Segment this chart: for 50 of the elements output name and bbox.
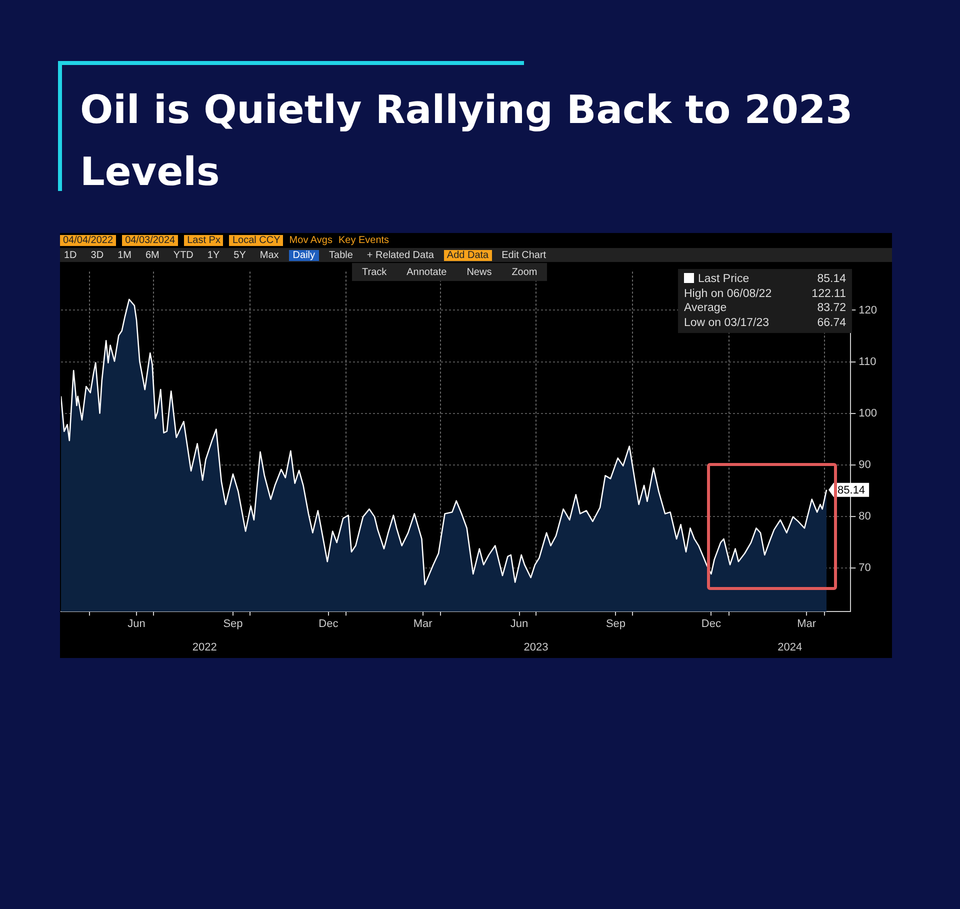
text: Key Events <box>338 235 390 246</box>
text: 1D <box>63 250 78 260</box>
annotation: Low on 03/17/23 <box>684 316 770 330</box>
text: 04/04/2022 <box>60 235 116 246</box>
x-tick-label: Jun <box>128 618 146 630</box>
text: Add Data <box>444 250 492 260</box>
text: 5Y <box>232 250 247 260</box>
annotation: News <box>466 266 493 278</box>
x-tick-label: Dec <box>701 618 722 630</box>
annotation: Track <box>361 266 388 278</box>
y-tick-label: 90 <box>858 458 871 471</box>
text: Max <box>258 250 280 260</box>
y-tick-label: 100 <box>858 407 878 420</box>
text: Mov Avgs <box>289 235 332 246</box>
text: + Related Data <box>366 250 435 260</box>
annotation: High on 06/08/22 <box>684 286 772 301</box>
text: Edit Chart <box>500 250 548 260</box>
x-tick-label: Dec <box>318 618 339 630</box>
text: Local CCY <box>229 235 284 246</box>
x2-tick-label: 2023 <box>524 641 548 654</box>
y-tick-label: 80 <box>858 510 871 522</box>
annotation: 85.14 <box>838 484 866 496</box>
annotation: Average <box>684 301 727 316</box>
text: 04/03/2024 <box>122 235 178 246</box>
text: Last Px <box>184 235 224 246</box>
y-tick-label: 110 <box>858 356 876 368</box>
text: 6M <box>144 250 160 260</box>
x2-tick-label: 2024 <box>778 641 802 654</box>
x-tick-label: Mar <box>413 618 433 630</box>
text: YTD <box>172 250 194 260</box>
annotation: Zoom <box>510 266 538 278</box>
annotation: 83.72 <box>817 301 846 316</box>
text: 1M <box>116 250 132 260</box>
x-tick-label: Mar <box>797 618 816 630</box>
annotation: 122.11 <box>812 286 846 301</box>
x-tick-label: Sep <box>223 618 243 630</box>
text: 3D <box>90 250 105 260</box>
text: Daily <box>288 250 320 260</box>
x2-tick-label: 2022 <box>192 641 217 654</box>
legend-label: Last Price <box>697 272 750 286</box>
text: 1Y <box>206 250 221 260</box>
text: Table <box>328 250 354 260</box>
annotation: 66.74 <box>817 316 846 330</box>
y-tick-label: 70 <box>858 562 871 574</box>
y-tick-label: 120 <box>858 304 878 316</box>
x-tick-label: Sep <box>606 618 626 630</box>
x-tick-label: Jun <box>510 618 528 630</box>
annotation: 85.14 <box>817 272 846 286</box>
chart-title: Oil is Quietly Rallying Back to 2023 Levels <box>80 87 854 197</box>
annotation: Annotate <box>406 266 448 278</box>
